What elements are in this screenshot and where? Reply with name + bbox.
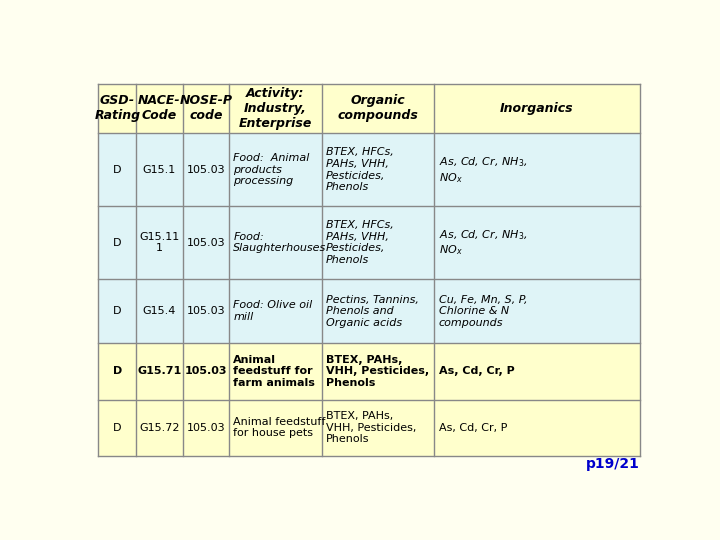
- Bar: [99, 84, 639, 133]
- Text: G15.4: G15.4: [143, 306, 176, 316]
- Text: G15.1: G15.1: [143, 165, 176, 175]
- Text: Food:  Animal
products
processing: Food: Animal products processing: [233, 153, 310, 186]
- Text: As, Cd, Cr, NH$_3$,
NO$_x$: As, Cd, Cr, NH$_3$, NO$_x$: [438, 155, 527, 185]
- Text: BTEX, PAHs,
VHH, Pesticides,
Phenols: BTEX, PAHs, VHH, Pesticides, Phenols: [326, 411, 416, 444]
- Text: D: D: [113, 306, 122, 316]
- Text: As, Cd, Cr, NH$_3$,
NO$_x$: As, Cd, Cr, NH$_3$, NO$_x$: [438, 228, 527, 258]
- Bar: [99, 400, 639, 456]
- Text: Activity:
Industry,
Enterprise: Activity: Industry, Enterprise: [238, 87, 312, 130]
- Bar: [99, 133, 639, 206]
- Text: G15.71: G15.71: [138, 367, 181, 376]
- Text: 105.03: 105.03: [186, 165, 225, 175]
- Text: G15.72: G15.72: [139, 423, 180, 433]
- Text: p19/21: p19/21: [586, 457, 639, 471]
- Bar: [99, 279, 639, 343]
- Bar: [99, 206, 639, 279]
- Text: As, Cd, Cr, P: As, Cd, Cr, P: [438, 423, 507, 433]
- Text: Organic
compounds: Organic compounds: [338, 94, 418, 123]
- Text: 105.03: 105.03: [184, 367, 227, 376]
- Text: Food:
Slaughterhouses: Food: Slaughterhouses: [233, 232, 327, 253]
- Text: As, Cd, Cr, P: As, Cd, Cr, P: [438, 367, 515, 376]
- Text: Food: Olive oil
mill: Food: Olive oil mill: [233, 300, 312, 322]
- Text: 105.03: 105.03: [186, 238, 225, 247]
- Text: D: D: [113, 423, 122, 433]
- Text: D: D: [113, 165, 122, 175]
- Text: Animal feedstuff
for house pets: Animal feedstuff for house pets: [233, 417, 325, 438]
- Bar: [99, 343, 639, 400]
- Text: BTEX, HFCs,
PAHs, VHH,
Pesticides,
Phenols: BTEX, HFCs, PAHs, VHH, Pesticides, Pheno…: [326, 147, 394, 192]
- Text: NOSE-P
code: NOSE-P code: [179, 94, 233, 123]
- Text: Cu, Fe, Mn, S, P,
Chlorine & N
compounds: Cu, Fe, Mn, S, P, Chlorine & N compounds: [438, 294, 527, 328]
- Text: BTEX, HFCs,
PAHs, VHH,
Pesticides,
Phenols: BTEX, HFCs, PAHs, VHH, Pesticides, Pheno…: [326, 220, 394, 265]
- Text: G15.11
1: G15.11 1: [140, 232, 179, 253]
- Text: NACE-
Code: NACE- Code: [138, 94, 181, 123]
- Text: 105.03: 105.03: [186, 306, 225, 316]
- Text: D: D: [113, 238, 122, 247]
- Text: 105.03: 105.03: [186, 423, 225, 433]
- Text: GSD-
Rating: GSD- Rating: [94, 94, 140, 123]
- Text: BTEX, PAHs,
VHH, Pesticides,
Phenols: BTEX, PAHs, VHH, Pesticides, Phenols: [326, 355, 429, 388]
- Text: Inorganics: Inorganics: [500, 102, 574, 115]
- Text: Animal
feedstuff for
farm animals: Animal feedstuff for farm animals: [233, 355, 315, 388]
- Text: Pectins, Tannins,
Phenols and
Organic acids: Pectins, Tannins, Phenols and Organic ac…: [326, 294, 419, 328]
- Text: D: D: [113, 367, 122, 376]
